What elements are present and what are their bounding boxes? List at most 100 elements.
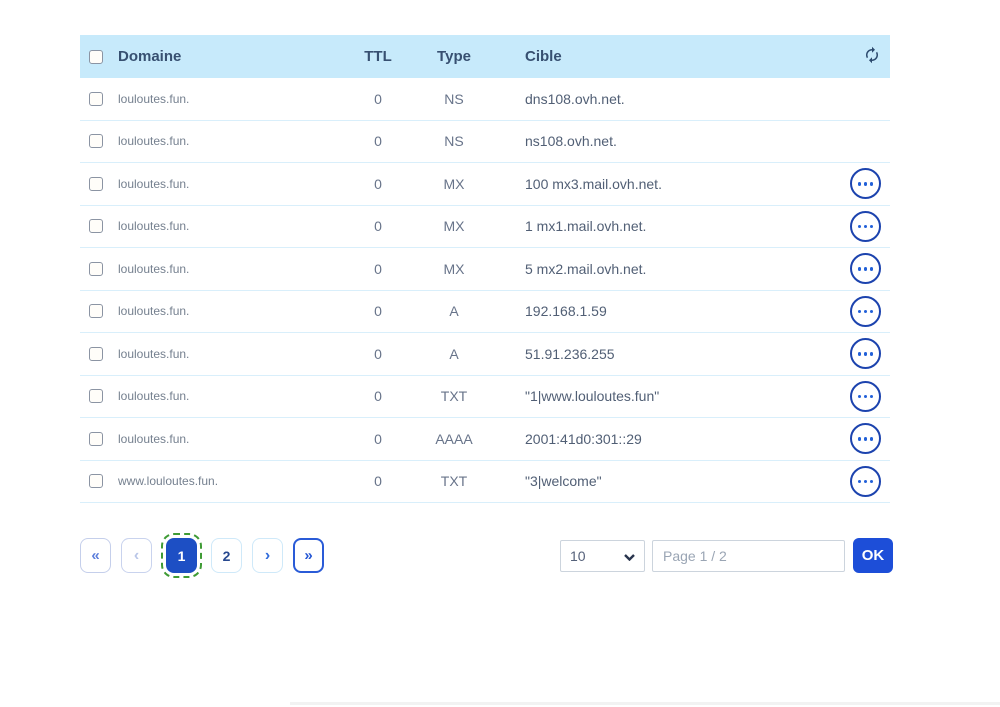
ellipsis-icon: [857, 309, 862, 313]
ellipsis-icon: [857, 352, 862, 356]
pagination-page-2-button[interactable]: 2: [211, 538, 242, 573]
refresh-icon: [863, 46, 881, 67]
row-checkbox[interactable]: [89, 176, 103, 191]
row-checkbox[interactable]: [89, 91, 103, 106]
ellipsis-icon: [857, 479, 862, 483]
table-row: louloutes.fun. 0 MX 100 mx3.mail.ovh.net…: [80, 163, 890, 206]
cell-type: NS: [444, 133, 464, 150]
cell-type: A: [449, 345, 459, 362]
cell-target: "3|welcome": [525, 473, 602, 490]
column-header-target: Cible: [525, 48, 562, 65]
chevron-down-icon: [624, 548, 635, 564]
cell-ttl: 0: [374, 175, 382, 192]
pagination-page-1-button[interactable]: 1: [161, 533, 202, 578]
row-actions-menu-button[interactable]: [850, 168, 881, 200]
row-checkbox[interactable]: [89, 261, 103, 276]
table-header-row: Domaine TTL Type Cible: [80, 35, 890, 78]
row-checkbox[interactable]: [89, 389, 103, 404]
row-checkbox[interactable]: [89, 431, 103, 446]
table-row: louloutes.fun. 0 MX 5 mx2.mail.ovh.net.: [80, 248, 890, 291]
row-checkbox[interactable]: [89, 474, 103, 489]
table-row: louloutes.fun. 0 NS dns108.ovh.net.: [80, 78, 890, 121]
row-actions-menu-button[interactable]: [850, 338, 881, 370]
column-header-domain: Domaine: [118, 48, 182, 65]
cell-ttl: 0: [374, 430, 382, 447]
cell-ttl: 0: [374, 218, 382, 235]
ellipsis-icon: [857, 182, 862, 186]
refresh-button[interactable]: [863, 46, 881, 67]
cell-target: 1 mx1.mail.ovh.net.: [525, 218, 647, 235]
cell-target: 51.91.236.255: [525, 345, 615, 362]
page-indicator-input[interactable]: [652, 539, 845, 572]
cell-target: 192.168.1.59: [525, 303, 607, 320]
cell-ttl: 0: [374, 260, 382, 277]
cell-target: dns108.ovh.net.: [525, 90, 625, 107]
pagination-controls: 10 OK: [560, 538, 893, 573]
ellipsis-icon: [857, 437, 862, 441]
cell-target: 5 mx2.mail.ovh.net.: [525, 260, 647, 277]
select-all-checkbox[interactable]: [89, 49, 103, 64]
cell-type: AAAA: [435, 430, 473, 447]
cell-domain: louloutes.fun.: [118, 219, 190, 234]
table-row: louloutes.fun. 0 A 192.168.1.59: [80, 290, 890, 333]
row-actions-menu-button[interactable]: [850, 253, 881, 285]
bottom-page-edge: [290, 702, 1000, 705]
dns-records-table: Domaine TTL Type Cible louloutes.fun. 0 …: [80, 35, 890, 503]
cell-domain: louloutes.fun.: [118, 91, 190, 106]
pagination-last-button[interactable]: »: [293, 538, 324, 573]
cell-domain: louloutes.fun.: [118, 261, 190, 276]
ellipsis-icon: [857, 224, 862, 228]
cell-ttl: 0: [374, 303, 382, 320]
row-actions-menu-button[interactable]: [850, 465, 881, 497]
table-row: www.louloutes.fun. 0 TXT "3|welcome": [80, 460, 890, 503]
table-row: louloutes.fun. 0 TXT "1|www.louloutes.fu…: [80, 375, 890, 418]
page-size-select[interactable]: 10: [560, 539, 645, 572]
row-actions-menu-button[interactable]: [850, 295, 881, 327]
pagination-prev-button[interactable]: ‹: [121, 538, 152, 573]
cell-target: ns108.ovh.net.: [525, 133, 617, 150]
cell-type: MX: [443, 218, 465, 235]
page-size-value: 10: [570, 547, 586, 564]
table-row: louloutes.fun. 0 A 51.91.236.255: [80, 333, 890, 376]
cell-ttl: 0: [374, 90, 382, 107]
row-checkbox[interactable]: [89, 346, 103, 361]
row-actions-menu-button[interactable]: [850, 210, 881, 242]
table-row: louloutes.fun. 0 MX 1 mx1.mail.ovh.net.: [80, 205, 890, 248]
pagination-first-button[interactable]: «: [80, 538, 111, 573]
table-row: louloutes.fun. 0 NS ns108.ovh.net.: [80, 120, 890, 163]
cell-target: 2001:41d0:301::29: [525, 430, 642, 447]
cell-domain: louloutes.fun.: [118, 346, 190, 361]
cell-type: TXT: [440, 388, 468, 405]
cell-ttl: 0: [374, 345, 382, 362]
cell-type: A: [449, 303, 459, 320]
cell-domain: louloutes.fun.: [118, 389, 190, 404]
cell-target: "1|www.louloutes.fun": [525, 388, 660, 405]
cell-type: NS: [444, 90, 464, 107]
cell-type: MX: [443, 175, 465, 192]
row-checkbox[interactable]: [89, 219, 103, 234]
table-row: louloutes.fun. 0 AAAA 2001:41d0:301::29: [80, 418, 890, 461]
ok-button[interactable]: OK: [853, 538, 893, 573]
cell-domain: www.louloutes.fun.: [118, 474, 219, 489]
column-header-type: Type: [437, 48, 471, 65]
cell-domain: louloutes.fun.: [118, 134, 190, 149]
row-checkbox[interactable]: [89, 304, 103, 319]
cell-domain: louloutes.fun.: [118, 176, 190, 191]
cell-ttl: 0: [374, 133, 382, 150]
cell-type: MX: [443, 260, 465, 277]
pagination-next-button[interactable]: ›: [252, 538, 283, 573]
cell-ttl: 0: [374, 473, 382, 490]
pagination: « ‹ 1 2 › »: [80, 533, 324, 578]
row-checkbox[interactable]: [89, 134, 103, 149]
cell-domain: louloutes.fun.: [118, 304, 190, 319]
cell-type: TXT: [440, 473, 468, 490]
ellipsis-icon: [857, 267, 862, 271]
cell-domain: louloutes.fun.: [118, 431, 190, 446]
row-actions-menu-button[interactable]: [850, 380, 881, 412]
column-header-ttl: TTL: [364, 48, 392, 65]
cell-ttl: 0: [374, 388, 382, 405]
ellipsis-icon: [857, 394, 862, 398]
cell-target: 100 mx3.mail.ovh.net.: [525, 175, 662, 192]
row-actions-menu-button[interactable]: [850, 423, 881, 455]
